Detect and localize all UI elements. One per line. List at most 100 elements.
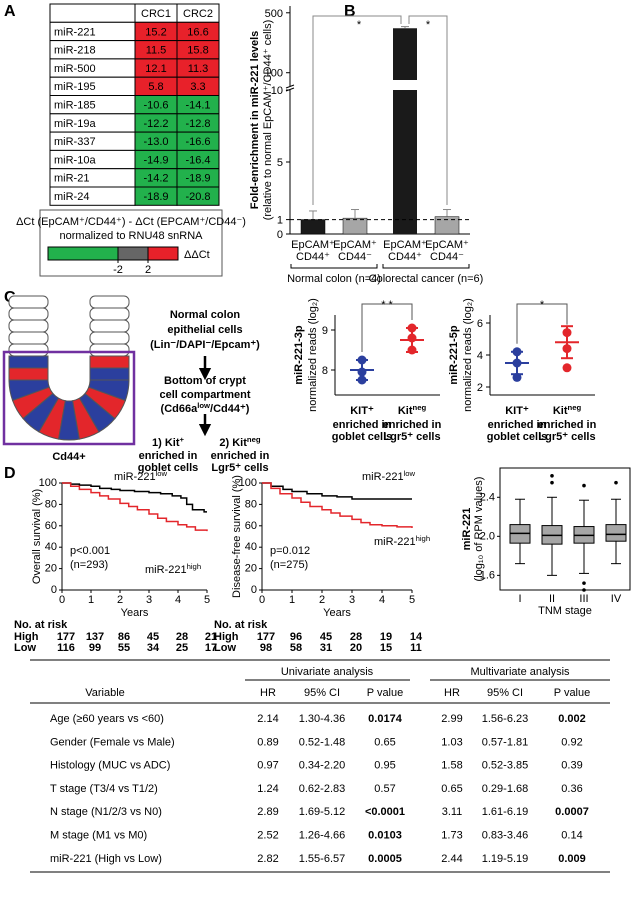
table-cell: 0.39 bbox=[561, 760, 582, 772]
row-label: miR-500 bbox=[54, 63, 96, 75]
population-text: enriched in bbox=[211, 450, 270, 462]
annotation: p<0.001 bbox=[70, 545, 110, 557]
cell-value: -18.9 bbox=[143, 191, 168, 203]
row-label: miR-10a bbox=[54, 154, 96, 166]
table-cell: 2.44 bbox=[441, 853, 462, 865]
bar bbox=[393, 28, 417, 81]
at-risk-value: 177 bbox=[257, 631, 275, 643]
scale-tick-label: 2 bbox=[145, 264, 151, 276]
y-tick-label: 60 bbox=[45, 520, 57, 532]
at-risk-title: No. at risk bbox=[214, 619, 268, 631]
cell-value: -14.9 bbox=[143, 154, 168, 166]
population-title-part: 2) Kit bbox=[219, 437, 247, 449]
table-cell: <0.0001 bbox=[365, 806, 405, 818]
at-risk-title: No. at risk bbox=[14, 619, 68, 631]
x-tick-label: 5 bbox=[409, 594, 415, 606]
cell-value: 5.8 bbox=[148, 81, 163, 93]
table-cell: 0.36 bbox=[561, 783, 582, 795]
category-description: Lgr5⁺ cells bbox=[538, 431, 595, 443]
diagram-text: Normal colon bbox=[170, 309, 241, 321]
series-label-part: miR-221 bbox=[362, 471, 404, 483]
category-label-part: Kit bbox=[398, 405, 413, 417]
table-cell: 0.97 bbox=[257, 760, 278, 772]
at-risk-value: 25 bbox=[176, 642, 188, 654]
outlier bbox=[582, 581, 586, 585]
cell-value: -20.8 bbox=[185, 191, 210, 203]
y-tick-label: 80 bbox=[245, 498, 257, 510]
at-risk-value: 96 bbox=[290, 631, 302, 643]
x-axis-label: TNM stage bbox=[538, 605, 592, 617]
axis-break bbox=[285, 84, 295, 89]
scale-label: ΔΔCt bbox=[184, 249, 210, 261]
data-point bbox=[562, 328, 572, 338]
y-tick-label: 1 bbox=[277, 215, 283, 227]
y-tick-label: 8 bbox=[322, 365, 328, 377]
category-label: Kitneg bbox=[398, 403, 427, 418]
data-point bbox=[357, 375, 367, 385]
y-axis-label: normalized reads (log₂) bbox=[462, 298, 474, 412]
x-tick-label: EpCAM⁺ bbox=[291, 239, 335, 251]
cell-value: 15.8 bbox=[187, 45, 208, 57]
y-tick-label: 0 bbox=[277, 229, 283, 241]
series-label: miR-221low bbox=[362, 469, 416, 484]
category-description: Lgr5⁺ cells bbox=[383, 431, 440, 443]
category-description: enriched in bbox=[538, 419, 597, 431]
cell-value: -12.8 bbox=[185, 118, 210, 130]
population-title-part: 1) Kit bbox=[152, 437, 180, 449]
data-point bbox=[512, 358, 522, 368]
cell-value: 16.6 bbox=[187, 26, 208, 38]
diagram-text: Bottom of crypt bbox=[164, 375, 246, 387]
bar bbox=[300, 219, 326, 235]
column-header: P value bbox=[367, 687, 404, 699]
cell-value: 3.3 bbox=[190, 81, 205, 93]
row-label: miR-21 bbox=[54, 173, 89, 185]
at-risk-value: 45 bbox=[320, 631, 332, 643]
y-tick-label: 5 bbox=[277, 157, 283, 169]
at-risk-value: 28 bbox=[176, 631, 188, 643]
table-cell: N stage (N1/2/3 vs N0) bbox=[50, 806, 162, 818]
category-label-part: neg bbox=[413, 403, 427, 412]
y-tick-label: 6 bbox=[477, 318, 483, 330]
cell-value: -10.6 bbox=[143, 100, 168, 112]
x-tick-label: EpCAM⁺ bbox=[333, 239, 377, 251]
y-tick-label: 60 bbox=[245, 520, 257, 532]
y-tick-label: 0 bbox=[51, 584, 57, 596]
population-text: enriched in bbox=[139, 450, 198, 462]
x-axis-label: Years bbox=[121, 607, 149, 619]
at-risk-value: 15 bbox=[380, 642, 392, 654]
significance-label: * bbox=[357, 19, 362, 31]
annotation: p=0.012 bbox=[270, 545, 310, 557]
at-risk-label: Low bbox=[14, 642, 36, 654]
y-tick-label: 500 bbox=[265, 8, 283, 20]
significance-label: * bbox=[426, 19, 431, 31]
table-cell: 0.34-2.20 bbox=[299, 760, 345, 772]
x-tick-label: EpCAM⁺ bbox=[425, 239, 469, 251]
significance-bracket bbox=[361, 303, 413, 352]
crypt-cell bbox=[89, 343, 130, 357]
diagram-text: epithelial cells bbox=[167, 324, 242, 336]
y-tick-label: 100 bbox=[239, 477, 257, 489]
series-label: miR-221high bbox=[374, 534, 430, 549]
cell-value: -14.1 bbox=[185, 100, 210, 112]
table-cell: 0.002 bbox=[558, 713, 586, 725]
at-risk-label: High bbox=[14, 631, 39, 643]
scale-mid bbox=[117, 246, 149, 261]
at-risk-value: 21 bbox=[205, 631, 217, 643]
data-point bbox=[562, 344, 572, 354]
table-cell: 0.83-3.46 bbox=[482, 830, 528, 842]
table-cell: 0.57 bbox=[374, 783, 395, 795]
survival-curve bbox=[262, 482, 412, 500]
y-tick-label: 0 bbox=[251, 584, 257, 596]
series-label-part: high bbox=[416, 534, 431, 543]
table-cell: 2.14 bbox=[257, 713, 278, 725]
x-tick-label: 3 bbox=[146, 594, 152, 606]
diagram-text-part: /Cd44⁺) bbox=[210, 403, 250, 415]
legend-box bbox=[39, 209, 223, 277]
crypt-cell bbox=[89, 319, 130, 333]
row-label: miR-195 bbox=[54, 81, 96, 93]
table-cell: 0.65 bbox=[441, 783, 462, 795]
cell-value: 12.1 bbox=[145, 63, 166, 75]
crypt-cell bbox=[89, 295, 130, 309]
panel-label: D bbox=[4, 465, 16, 482]
data-point bbox=[407, 323, 417, 333]
